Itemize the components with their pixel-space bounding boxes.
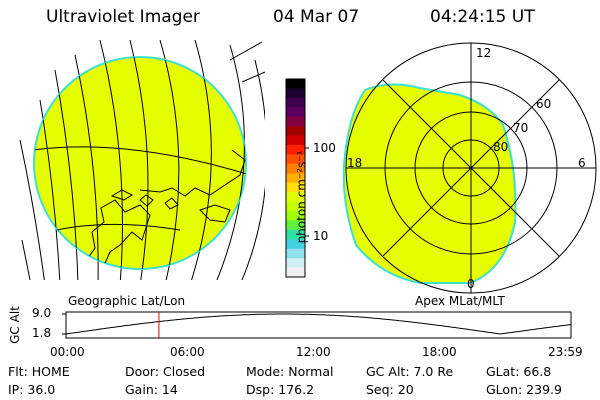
mlt-label-12: 12: [476, 46, 492, 60]
status-gc-alt: GC Alt: 7.0 Re: [366, 364, 454, 379]
colorbar: [285, 78, 309, 278]
geographic-outer-spokes: [21, 41, 266, 281]
geographic-uv-fill: [33, 56, 247, 270]
colorbar-band: [286, 97, 305, 108]
apex-uv-fill: [342, 83, 517, 284]
mlat-label-80: 80: [493, 140, 509, 154]
colorbar-band: [286, 163, 305, 174]
status-glat: GLat: 66.8: [486, 364, 552, 379]
colorbar-band: [286, 182, 305, 193]
colorbar-tick-100: 100: [313, 141, 336, 155]
colorbar-band: [286, 107, 305, 118]
status-mode: Mode: Normal: [246, 364, 334, 379]
altitude-ytick-low: 1.8: [32, 326, 52, 340]
colorbar-band: [286, 239, 305, 250]
geographic-grid-inner: [34, 57, 246, 269]
mlt-label-0: 0: [467, 277, 475, 291]
altitude-ytick-high: 9.0: [32, 306, 52, 320]
colorbar-band: [286, 220, 305, 231]
colorbar-band: [286, 267, 305, 278]
altitude-plot: [62, 311, 572, 339]
colorbar-band: [286, 248, 305, 259]
colorbar-band: [286, 145, 305, 155]
colorbar-band: [286, 229, 305, 240]
status-glon: GLon: 239.9: [486, 382, 562, 397]
colorbar-band: [286, 88, 305, 99]
altitude-ylabel: GC Alt: [7, 306, 22, 344]
status-door: Door: Closed: [125, 364, 206, 379]
colorbar-band: [286, 154, 305, 165]
mlat-label-60: 60: [536, 97, 552, 111]
status-dsp: Dsp: 176.2: [246, 382, 315, 397]
mlt-label-18: 18: [347, 156, 363, 170]
status-gain: Gain: 14: [125, 382, 178, 397]
status-flt: Flt: HOME: [8, 364, 70, 379]
apex-grid: [345, 42, 597, 294]
colorbar-tick-10: 10: [313, 229, 329, 243]
altitude-xtick-2359: 23:59: [548, 345, 583, 359]
geographic-label: Geographic Lat/Lon: [68, 294, 186, 308]
date-label: 04 Mar 07: [273, 7, 360, 27]
time-label: 04:24:15 UT: [430, 7, 535, 27]
colorbar-band: [286, 135, 305, 146]
colorbar-band: [286, 211, 305, 221]
apex-polar-panel: [342, 42, 597, 294]
colorbar-band: [286, 79, 305, 89]
colorbar-band: [286, 116, 305, 127]
colorbar-band: [286, 258, 305, 269]
colorbar-unit-label: photon cm⁻²s⁻¹: [294, 150, 309, 244]
mlat-label-70: 70: [513, 121, 529, 135]
altitude-xtick-1200: 12:00: [296, 345, 331, 359]
mlt-label-6: 6: [578, 156, 586, 170]
instrument-title: Ultraviolet Imager: [46, 7, 200, 27]
altitude-xtick-0000: 00:00: [50, 345, 85, 359]
status-seq: Seq: 20: [366, 382, 414, 397]
geographic-image-panel: [19, 40, 266, 281]
altitude-xtick-0600: 06:00: [170, 345, 205, 359]
colorbar-band: [286, 126, 305, 137]
apex-label: Apex MLat/MLT: [415, 294, 505, 308]
colorbar-band: [286, 173, 305, 184]
colorbar-band: [286, 201, 305, 212]
status-ip: IP: 36.0: [8, 382, 56, 397]
colorbar-band: [286, 192, 305, 203]
altitude-xtick-1800: 18:00: [422, 345, 457, 359]
